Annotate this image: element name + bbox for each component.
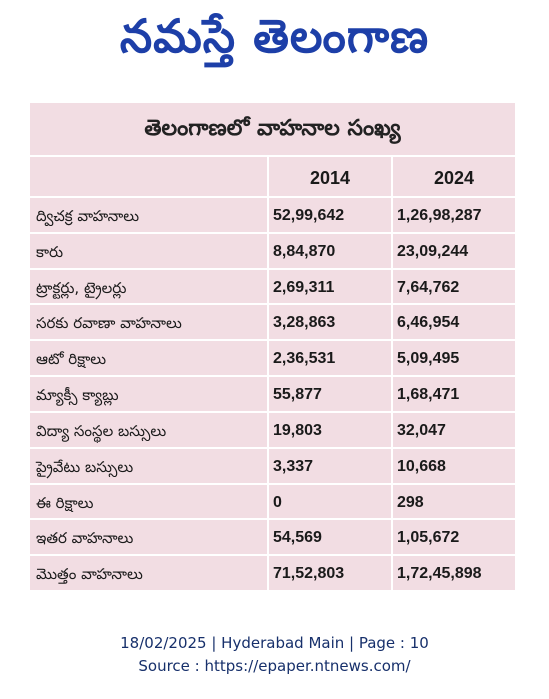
row-label: ఇతర వాహనాలు	[36, 529, 134, 548]
value-cell: 10,668	[391, 448, 519, 483]
value-cell: 1,05,672	[391, 520, 519, 555]
header-cell: 2014	[267, 157, 391, 196]
value-cell: 7,64,762	[391, 269, 519, 304]
value-cell: 6,46,954	[391, 305, 519, 340]
value-cell: 52,99,642	[267, 198, 395, 232]
masthead: నమస్తే తెలంగాణ	[119, 9, 430, 63]
row-label: విద్యా సంస్థల బస్సులు	[36, 421, 167, 440]
header-row: 2014 2024	[30, 155, 515, 196]
row-label: ట్రాక్టర్లు, ట్రైలర్లు	[36, 278, 127, 297]
table-row: ప్రైవేటు బస్సులు 3,337 10,668	[30, 446, 515, 483]
footer-line: Source : https://epaper.ntnews.com/	[138, 657, 411, 675]
row-label: మొత్తం వాహనాలు	[36, 565, 143, 584]
table-row: ఇతర వాహనాలు 54,569 1,05,672	[30, 518, 515, 555]
value-cell: 298	[391, 484, 519, 519]
value-cell: 1,72,45,898	[391, 556, 519, 590]
table-row: ద్విచక్ర వాహనాలు 52,99,642 1,26,98,287	[30, 196, 515, 232]
value-cell: 8,84,870	[267, 233, 395, 268]
header-cell: 2024	[391, 157, 515, 196]
table-row: కారు 8,84,870 23,09,244	[30, 231, 515, 268]
value-cell: 1,68,471	[391, 377, 519, 411]
value-cell: 54,569	[267, 520, 395, 555]
value-cell: 5,09,495	[391, 341, 519, 376]
value-cell: 32,047	[391, 412, 519, 447]
table-row: విద్యా సంస్థల బస్సులు 19,803 32,047	[30, 410, 515, 447]
table-row: ట్రాక్టర్లు, ట్రైలర్లు 2,69,311 7,64,762	[30, 267, 515, 304]
table-row: ఆటో రిక్షాలు 2,36,531 5,09,495	[30, 339, 515, 376]
value-cell: 3,337	[267, 448, 395, 483]
row-label: మ్యాక్సీ క్యాబ్లు	[36, 386, 119, 405]
table-title: తెలంగాణలో వాహనాల సంఖ్య	[144, 116, 401, 141]
value-cell: 55,877	[267, 377, 395, 411]
table-row: ఈ రిక్షాలు 0 298	[30, 482, 515, 519]
row-label: ఆటో రిక్షాలు	[36, 350, 107, 369]
row-label: ప్రైవేటు బస్సులు	[36, 457, 134, 476]
value-cell: 71,52,803	[267, 556, 395, 590]
footer-line: 18/02/2025 | Hyderabad Main | Page : 10	[120, 634, 429, 652]
value-cell: 23,09,244	[391, 233, 519, 268]
table-row: సరకు రవాణా వాహనాలు 3,28,863 6,46,954	[30, 303, 515, 340]
row-label: ద్విచక్ర వాహనాలు	[36, 207, 140, 225]
row-label: సరకు రవాణా వాహనాలు	[36, 314, 182, 333]
value-cell: 3,28,863	[267, 305, 395, 340]
value-cell: 2,36,531	[267, 341, 395, 376]
table-row: మొత్తం వాహనాలు 71,52,803 1,72,45,898	[30, 554, 515, 590]
table-row: మ్యాక్సీ క్యాబ్లు 55,877 1,68,471	[30, 375, 515, 411]
row-label: కారు	[36, 242, 64, 261]
row-label: ఈ రిక్షాలు	[36, 493, 94, 512]
value-cell: 19,803	[267, 412, 395, 447]
value-cell: 1,26,98,287	[391, 198, 519, 232]
value-cell: 2,69,311	[267, 269, 395, 304]
value-cell: 0	[267, 484, 395, 519]
table: తెలంగాణలో వాహనాల సంఖ్య 2014 2024 ద్విచక్ర …	[30, 103, 515, 590]
